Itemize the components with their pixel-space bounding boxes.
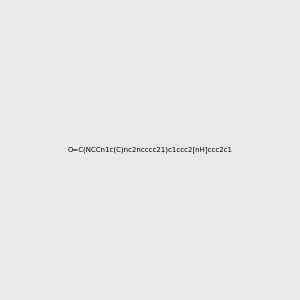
Text: O=C(NCCn1c(C)nc2ncccc21)c1ccc2[nH]ccc2c1: O=C(NCCn1c(C)nc2ncccc21)c1ccc2[nH]ccc2c1	[68, 147, 232, 153]
